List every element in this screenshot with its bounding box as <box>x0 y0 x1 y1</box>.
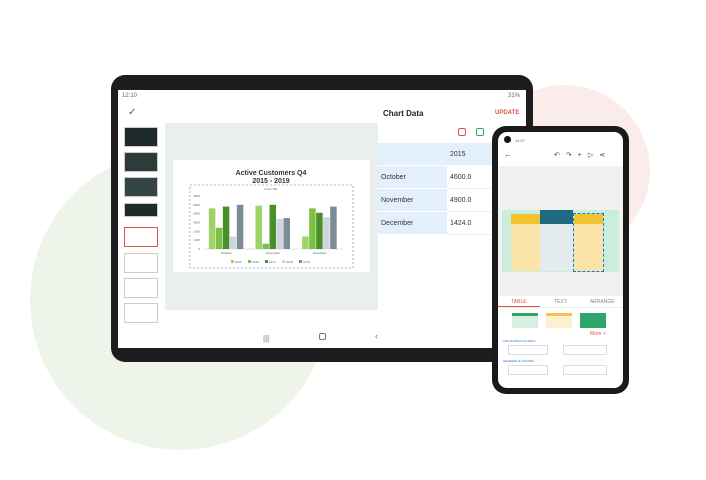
home-icon[interactable] <box>319 333 326 340</box>
table-corner-cell <box>378 143 447 166</box>
legend-swatch <box>299 260 302 263</box>
y-tick-label: 4000 <box>193 212 200 216</box>
recent-apps-icon[interactable]: ||| <box>263 334 270 343</box>
check-icon[interactable]: ✓ <box>128 107 137 118</box>
slide-thumbnail-active[interactable] <box>124 227 158 247</box>
bar-2017-October <box>222 206 230 249</box>
slide-thumbnail[interactable] <box>124 278 158 298</box>
slide-thumbnail[interactable] <box>124 177 158 197</box>
legend-swatch <box>282 260 285 263</box>
x-tick-label: December <box>313 251 327 255</box>
column-header-buttons[interactable] <box>563 365 607 375</box>
table-row: November 4900.0 <box>378 189 526 212</box>
table-row: December 1424.0 <box>378 212 526 235</box>
status-battery: 31% <box>507 93 520 99</box>
table-row: October 4600.0 <box>378 166 526 189</box>
bar-2017-November <box>269 204 276 249</box>
x-tick-label: November <box>266 251 280 255</box>
legend-swatch <box>231 260 234 263</box>
bar-2016-November <box>262 243 269 249</box>
slide-canvas[interactable]: Active Customers Q4 2015 - 2019 Chart Titl… <box>173 160 370 272</box>
bar-2019-November <box>283 218 290 249</box>
bar-2017-December <box>316 212 323 249</box>
legend-swatch <box>248 260 251 263</box>
section-headers-footer: HEADERS & FOOTER <box>503 359 534 363</box>
chart-title: 2015 - 2019 <box>252 178 289 185</box>
bar-2019-October <box>236 204 244 249</box>
camera-icon <box>504 136 511 143</box>
section-add-rows-columns: ADD ROWS/COLUMNS <box>503 339 536 343</box>
x-tick-label: October <box>221 251 232 255</box>
legend-swatch <box>265 260 268 263</box>
data-table: 2015 October 4600.0 November 4900.0 December… <box>378 143 526 235</box>
tab-table[interactable]: TABLE <box>498 296 540 307</box>
slide-thumbnail[interactable] <box>124 203 158 217</box>
pricing-table-slide[interactable] <box>502 210 619 272</box>
phone-tabs: TABLE TEXT ARRANGE <box>498 296 623 308</box>
update-button[interactable]: UPDATE <box>495 110 520 116</box>
bar-2015-October <box>208 208 216 249</box>
bar-2018-December <box>323 217 330 249</box>
table-style-yellow[interactable] <box>546 313 572 328</box>
chart-subtitle: Chart Title <box>264 187 278 191</box>
more-link[interactable]: More > <box>590 331 606 337</box>
chart-selection-box <box>189 184 354 269</box>
phone-canvas <box>498 166 623 296</box>
row-value[interactable]: 4600.0 <box>447 166 526 189</box>
tab-arrange[interactable]: ARRANGE <box>589 299 615 305</box>
back-icon[interactable]: ‹ <box>375 331 378 341</box>
legend-label: 2019 <box>303 260 310 264</box>
legend-label: 2015 <box>235 260 242 264</box>
y-tick-label: 2000 <box>193 229 200 233</box>
legend-label: 2016 <box>252 260 259 264</box>
row-value[interactable]: 1424.0 <box>447 212 526 235</box>
phone-status-time: 14:07 <box>515 138 526 143</box>
legend-label: 2017 <box>269 260 276 264</box>
y-tick-label: 0 <box>198 247 200 251</box>
bar-2016-December <box>309 208 316 249</box>
slide-editor: Active Customers Q4 2015 - 2019 Chart Titl… <box>165 123 378 310</box>
table-header-cell[interactable]: 2015 <box>447 143 526 166</box>
bar-2015-December <box>302 236 309 249</box>
bar-2018-October <box>229 236 237 249</box>
toolbar-icons[interactable]: ↶↷+▷⋖ <box>554 152 612 159</box>
row-label[interactable]: October <box>378 166 447 189</box>
y-tick-label: 3000 <box>193 221 200 225</box>
chart-title: Active Customers Q4 <box>236 170 307 177</box>
y-tick-label: 1000 <box>193 238 200 242</box>
bar-2015-November <box>255 205 262 249</box>
add-row-icon[interactable] <box>476 128 484 136</box>
status-time: 12:10 <box>122 93 138 99</box>
bar-2019-December <box>330 206 337 249</box>
slide-thumbnail[interactable] <box>124 303 158 323</box>
header-footer-buttons[interactable] <box>508 365 548 375</box>
back-arrow-icon[interactable]: ← <box>504 150 512 159</box>
row-value[interactable]: 4900.0 <box>447 189 526 212</box>
table-style-dark-green[interactable] <box>580 313 606 328</box>
slide-thumbnail[interactable] <box>124 253 158 273</box>
y-tick-label: 5000 <box>193 203 200 207</box>
y-tick-label: 6000 <box>193 194 200 198</box>
slide-thumbnail[interactable] <box>124 127 158 147</box>
tab-text[interactable]: TEXT <box>554 299 567 305</box>
tablet-screen: 12:10 31% ✓ Chart Data UPDATE Active Cus… <box>118 90 526 348</box>
bar-2016-October <box>215 227 223 249</box>
delete-row-icon[interactable] <box>458 128 466 136</box>
phone-screen: 14:07 ← ↶↷+▷⋖ TABLE TEXT ARRANGE More > … <box>498 132 623 388</box>
row-label[interactable]: November <box>378 189 447 212</box>
table-style-green[interactable] <box>512 313 538 328</box>
row-label[interactable]: December <box>378 212 447 235</box>
chart-data-title: Chart Data <box>383 109 424 118</box>
add-row-column-buttons[interactable] <box>508 345 548 355</box>
bar-2018-November <box>276 218 283 249</box>
slide-thumbnail[interactable] <box>124 152 158 172</box>
delete-row-column-buttons[interactable] <box>563 345 607 355</box>
legend-label: 2018 <box>286 260 293 264</box>
